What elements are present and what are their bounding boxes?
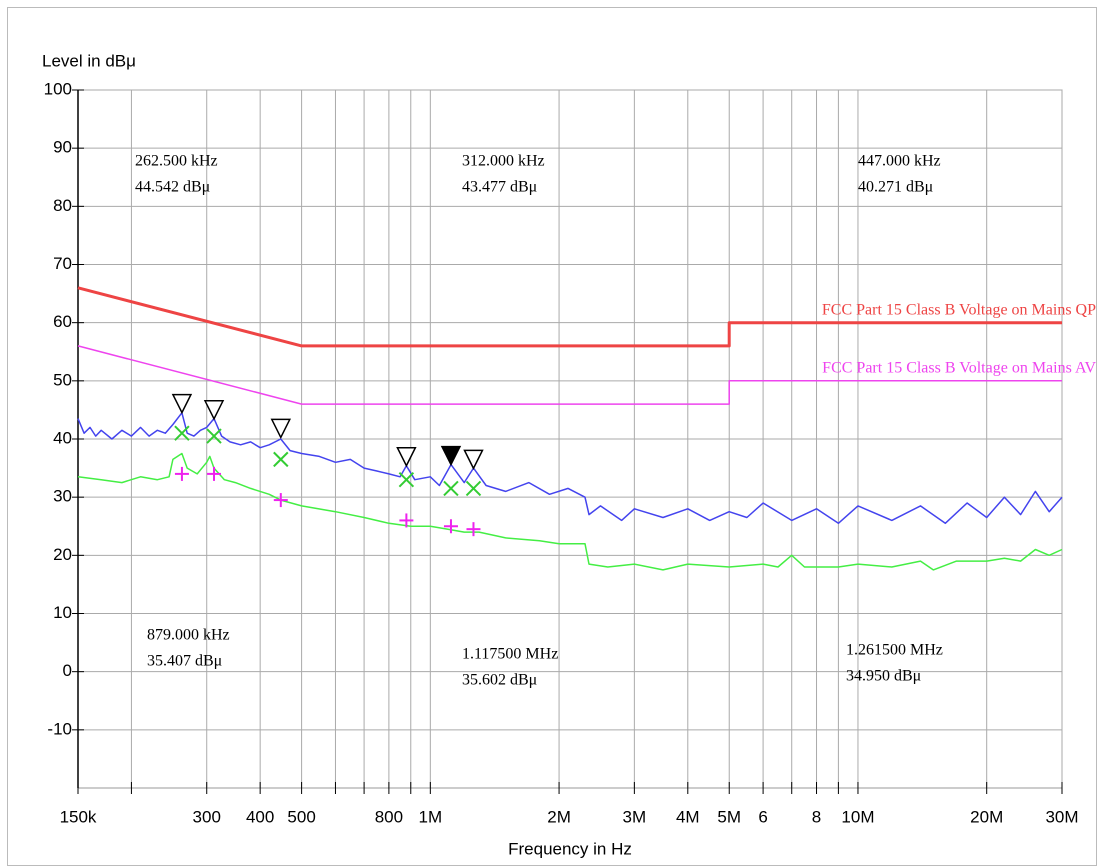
plus-marker [273, 493, 288, 508]
x-tick-label: 6 [758, 807, 767, 826]
marker-stroke [465, 480, 482, 497]
y-tick-label: 10 [53, 603, 72, 622]
marker-readout: 35.602 dBμ [462, 672, 537, 689]
x-tick-label: 2M [547, 807, 571, 826]
x-tick-label: 5M [717, 807, 741, 826]
marker-readout: 34.950 dBμ [846, 668, 921, 685]
x-tick-label: 30M [1045, 807, 1078, 826]
cross-marker [443, 480, 459, 497]
marker-stroke [206, 428, 222, 444]
peak-marker [440, 445, 462, 467]
cross-marker [206, 428, 222, 444]
marker-stroke [398, 472, 415, 488]
x-tick-label: 300 [193, 807, 221, 826]
cross-marker [465, 480, 482, 497]
plus-marker [174, 466, 189, 481]
x-tick-label: 800 [375, 807, 403, 826]
marker-readout: 40.271 dBμ [858, 179, 933, 196]
plus-marker [399, 513, 414, 528]
y-tick-label: 20 [53, 545, 72, 564]
cross-marker [398, 472, 415, 488]
plus-marker [207, 466, 222, 481]
x-tick-label: 3M [623, 807, 647, 826]
y-tick-label: 90 [53, 138, 72, 157]
peak-marker [396, 446, 417, 468]
marker-readout: 44.542 dBμ [135, 179, 210, 196]
peak-marker [203, 400, 225, 421]
marker-readout: 312.000 kHz [462, 153, 545, 170]
y-tick-label: 60 [53, 312, 72, 331]
x-tick-label: 1M [419, 807, 443, 826]
marker-readout: 262.500 kHz [135, 153, 218, 170]
series-line [77, 286, 1062, 348]
frame [7, 7, 1097, 866]
series-line [77, 412, 1063, 525]
x-tick-label: 500 [287, 807, 315, 826]
marker-readout: 447.000 kHz [858, 153, 941, 170]
limit-label: FCC Part 15 Class B Voltage on Mains QP [822, 301, 1096, 318]
x-tick-label: 20M [970, 807, 1003, 826]
cross-marker [273, 451, 289, 468]
marker-readout: 35.407 dBμ [147, 653, 222, 670]
y-tick-label: 70 [53, 254, 72, 273]
x-tick-label: 150k [60, 807, 97, 826]
plus-marker [466, 522, 481, 537]
y-tick-label: 30 [53, 487, 72, 506]
y-tick-label: -10 [47, 719, 72, 738]
x-axis-label: Frequency in Hz [508, 839, 632, 858]
peak-marker [270, 418, 292, 440]
y-tick-label: 50 [53, 370, 72, 389]
peak-marker [463, 449, 484, 471]
plus-marker [443, 519, 458, 534]
x-tick-label: 400 [246, 807, 274, 826]
limit-label: FCC Part 15 Class B Voltage on Mains AV [822, 360, 1096, 377]
cross-marker [174, 425, 190, 441]
x-tick-label: 8 [812, 807, 821, 826]
y-axis-label: Level in dBμ [42, 51, 136, 70]
marker-readout: 43.477 dBμ [462, 179, 537, 196]
marker-readout: 1.261500 MHz [846, 642, 943, 659]
marker-stroke [174, 425, 190, 441]
marker-stroke [273, 451, 289, 468]
x-tick-label: 10M [841, 807, 874, 826]
y-tick-label: 0 [63, 661, 72, 680]
series-line [77, 345, 1062, 405]
y-tick-label: 100 [44, 79, 72, 98]
y-tick-label: 40 [53, 428, 72, 447]
marker-stroke [443, 480, 459, 497]
x-tick-label: 4M [676, 807, 700, 826]
marker-readout: 1.117500 MHz [462, 646, 558, 663]
peak-marker [171, 393, 193, 415]
marker-readout: 879.000 kHz [147, 627, 230, 644]
series-line [77, 452, 1063, 571]
y-tick-label: 80 [53, 196, 72, 215]
